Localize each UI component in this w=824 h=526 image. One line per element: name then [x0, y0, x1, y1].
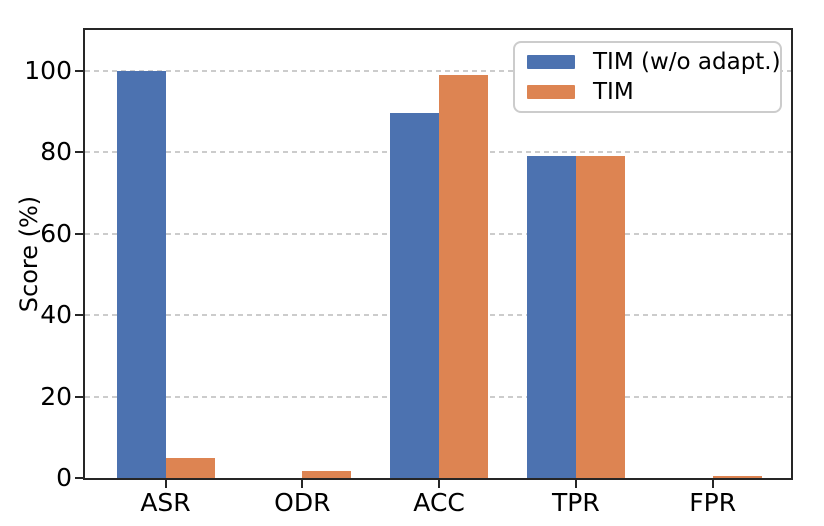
- bar-tpr-series1: [575, 155, 625, 478]
- x-tick-label-fpr: FPR: [689, 488, 737, 517]
- y-tick-20: [75, 395, 83, 398]
- y-tick-label-60: 60: [40, 218, 72, 248]
- y-tick-40: [75, 314, 83, 317]
- y-tick-0: [75, 477, 83, 479]
- bar-asr-series0: [116, 70, 166, 478]
- legend-item-tim-wo-adapt: TIM (w/o adapt.): [527, 47, 781, 77]
- legend-label-tim: TIM: [593, 79, 634, 105]
- bar-acc-series1: [439, 74, 489, 478]
- x-tick-fpr: [711, 480, 714, 488]
- gridline-y-100: [85, 69, 791, 72]
- x-tick-asr: [164, 480, 167, 488]
- x-tick-label-tpr: TPR: [552, 488, 600, 517]
- plot-area: [85, 30, 791, 478]
- legend-item-tim: TIM: [527, 77, 780, 107]
- legend-label-tim-wo-adapt: TIM (w/o adapt.): [593, 49, 781, 75]
- bar-odr-series1: [302, 471, 352, 478]
- y-tick-60: [75, 232, 83, 235]
- legend-swatch-tim-wo-adapt: [527, 55, 575, 69]
- legend: TIM (w/o adapt.) TIM: [513, 41, 782, 113]
- y-tick-100: [75, 69, 83, 72]
- x-tick-label-asr: ASR: [140, 488, 191, 517]
- bar-fpr-series1: [712, 476, 762, 478]
- x-tick-odr: [301, 480, 304, 488]
- y-tick-label-80: 80: [40, 137, 72, 167]
- x-tick-label-odr: ODR: [274, 488, 331, 517]
- y-tick-label-40: 40: [40, 300, 72, 330]
- x-tick-label-acc: ACC: [413, 488, 465, 517]
- x-tick-tpr: [574, 480, 577, 488]
- y-tick-label-100: 100: [24, 55, 72, 85]
- bar-tpr-series0: [526, 155, 576, 478]
- y-tick-80: [75, 151, 83, 154]
- x-tick-acc: [438, 480, 441, 488]
- bar-acc-series0: [390, 113, 440, 478]
- legend-swatch-tim: [527, 85, 575, 99]
- y-tick-label-0: 0: [56, 463, 72, 492]
- bar-asr-series1: [165, 458, 215, 478]
- y-tick-label-20: 20: [40, 381, 72, 411]
